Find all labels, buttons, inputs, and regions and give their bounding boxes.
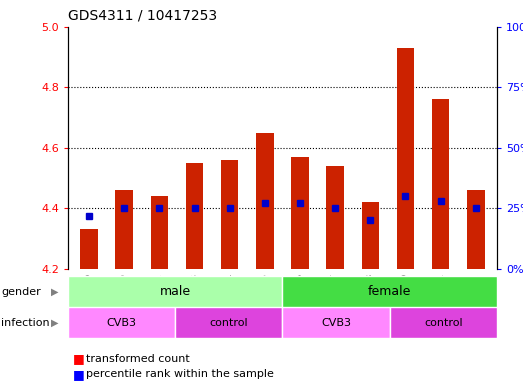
Text: control: control [424,318,462,328]
Bar [68,276,282,307]
Text: GSM863115: GSM863115 [260,273,269,328]
Bar [81,230,98,269]
Bar [68,307,175,338]
Bar [175,307,282,338]
Text: GSM863119: GSM863119 [85,273,94,328]
Bar [186,163,203,269]
Text: GSM863110: GSM863110 [401,273,410,328]
Text: GSM863112: GSM863112 [471,273,480,328]
Bar [396,48,414,269]
Text: CVB3: CVB3 [107,318,137,328]
Text: CVB3: CVB3 [321,318,351,328]
Text: ▶: ▶ [51,287,59,297]
Text: GSM863113: GSM863113 [190,273,199,328]
Bar [326,166,344,269]
Text: GSM863111: GSM863111 [436,273,445,328]
Text: GSM863120: GSM863120 [120,273,129,328]
Text: infection: infection [1,318,50,328]
Text: GDS4311 / 10417253: GDS4311 / 10417253 [68,9,217,23]
Bar [256,133,274,269]
Text: GSM863118: GSM863118 [366,273,375,328]
Bar [291,157,309,269]
Text: percentile rank within the sample: percentile rank within the sample [86,369,274,379]
Bar [432,99,449,269]
Text: GSM863117: GSM863117 [331,273,339,328]
Text: control: control [210,318,248,328]
Text: GSM863114: GSM863114 [225,273,234,328]
Text: ■: ■ [73,368,85,381]
Bar [282,276,497,307]
Text: ▶: ▶ [51,318,59,328]
Text: gender: gender [1,287,41,297]
Bar [361,202,379,269]
Bar [282,307,390,338]
Text: GSM863121: GSM863121 [155,273,164,328]
Bar [221,160,238,269]
Text: female: female [368,285,411,298]
Text: male: male [160,285,191,298]
Bar [116,190,133,269]
Bar [467,190,484,269]
Text: transformed count: transformed count [86,354,190,364]
Bar [390,307,497,338]
Text: GSM863116: GSM863116 [295,273,304,328]
Text: ■: ■ [73,353,85,366]
Bar [151,196,168,269]
